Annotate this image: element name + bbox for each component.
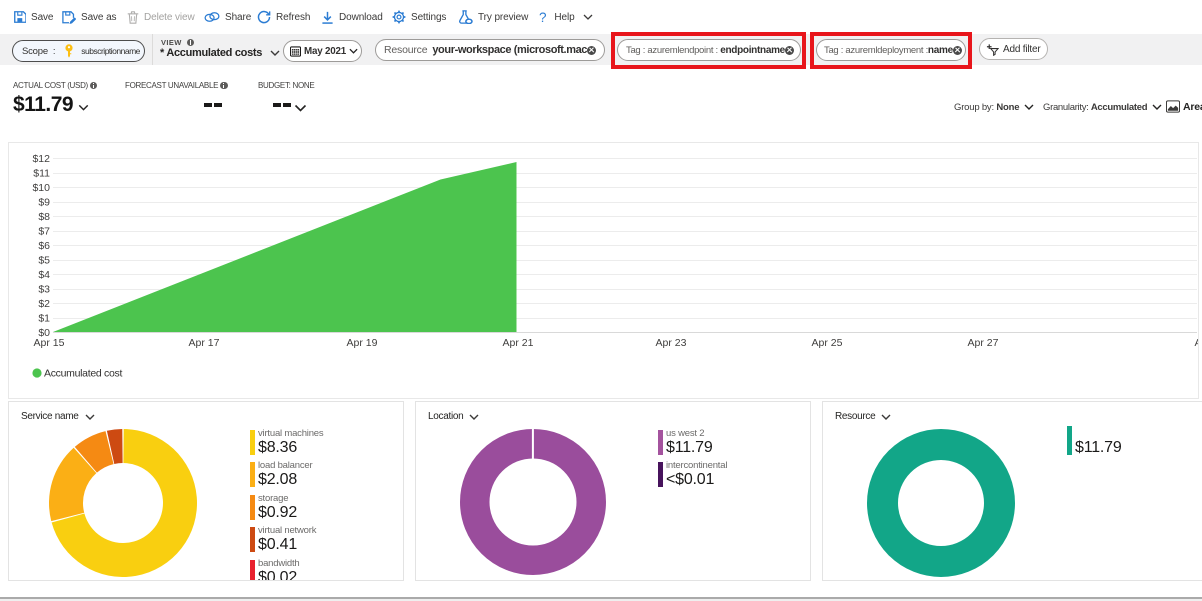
svg-text:$11: $11 xyxy=(33,168,50,180)
svg-text:Accumulated cost: Accumulated cost xyxy=(44,368,122,380)
svg-text:$2: $2 xyxy=(38,298,50,310)
svg-text:$0: $0 xyxy=(38,327,50,339)
svg-text:$1: $1 xyxy=(38,313,50,325)
svg-text:$7: $7 xyxy=(38,226,50,238)
svg-text:$9: $9 xyxy=(38,197,50,209)
svg-text:Apr 19: Apr 19 xyxy=(347,337,378,349)
svg-text:$3: $3 xyxy=(38,284,50,296)
svg-text:Apr 21: Apr 21 xyxy=(503,337,534,349)
svg-text:Apr 23: Apr 23 xyxy=(656,337,687,349)
svg-text:$4: $4 xyxy=(38,269,50,281)
svg-text:Apr 17: Apr 17 xyxy=(189,337,220,349)
svg-text:$12: $12 xyxy=(32,153,50,165)
svg-text:Apr 15: Apr 15 xyxy=(34,337,65,349)
svg-text:$8: $8 xyxy=(38,211,50,223)
svg-text:$5: $5 xyxy=(38,255,50,267)
svg-text:Apr 29: Apr 29 xyxy=(1195,337,1198,349)
svg-text:Apr 27: Apr 27 xyxy=(968,337,999,349)
svg-text:Apr 25: Apr 25 xyxy=(812,337,843,349)
svg-text:$6: $6 xyxy=(38,240,50,252)
svg-text:$10: $10 xyxy=(32,182,50,194)
